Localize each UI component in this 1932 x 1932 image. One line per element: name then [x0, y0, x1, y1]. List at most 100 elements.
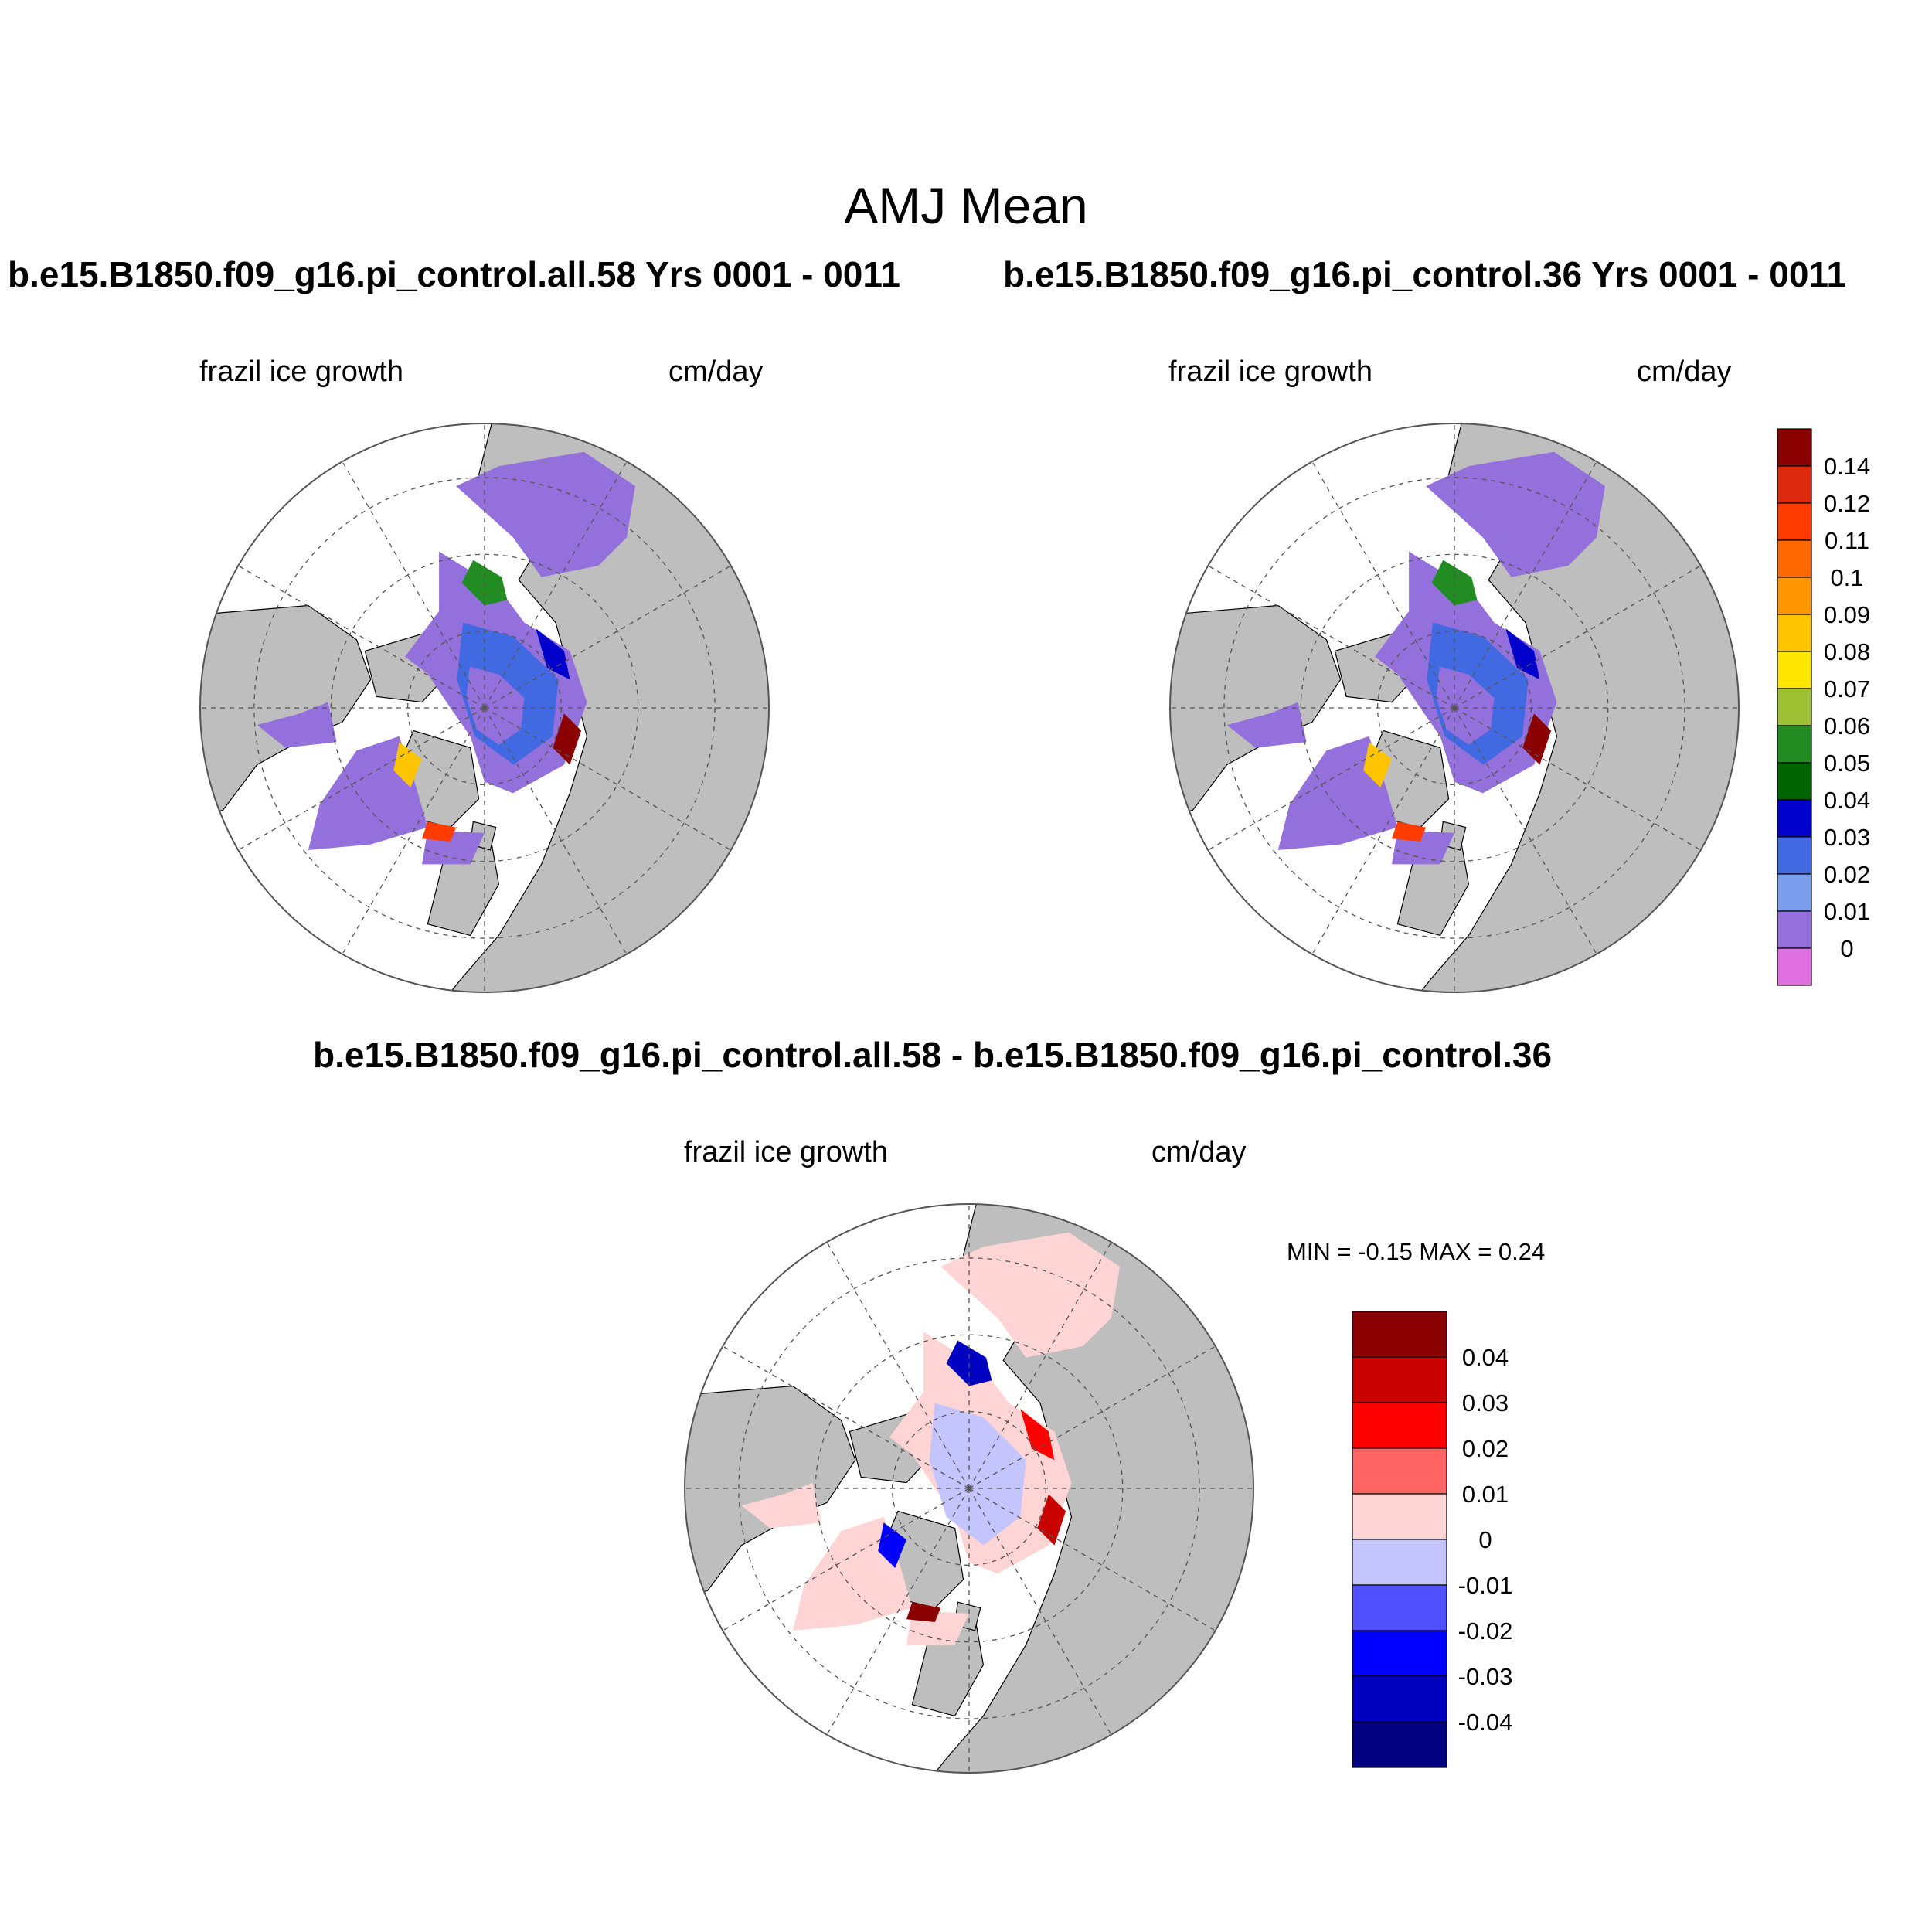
colorbar-box: [1777, 947, 1812, 986]
colorbar-tick-label: 0.05: [1824, 750, 1870, 777]
colorbar-tick-label: 0.03: [1824, 824, 1870, 851]
colorbar-box: [1777, 428, 1812, 467]
field-edge-4: [1363, 742, 1392, 787]
latitude-line: [738, 1257, 1200, 1719]
latitude-line: [1223, 477, 1685, 939]
colorbar-tick-label: 0.04: [1824, 787, 1870, 814]
panel-diff-variable-label: frazil ice growth: [684, 1136, 888, 1168]
colorbar-box: [1777, 688, 1812, 726]
colorbar-tick-label: 0.04: [1462, 1344, 1509, 1371]
longitude-line: [826, 1241, 970, 1489]
colorbar-box: [1352, 1539, 1447, 1586]
panel-diff-map: [684, 1203, 1254, 1774]
colorbar-tick-label: 0.07: [1824, 675, 1870, 702]
longitude-line: [1311, 461, 1455, 709]
field-region-0: [456, 451, 635, 577]
latitude-line: [815, 1334, 1124, 1643]
longitude-line: [1454, 565, 1702, 709]
map-clip-group: [1170, 423, 1739, 992]
colorbar-box: [1777, 614, 1812, 652]
map-clip-group: [200, 423, 769, 992]
longitude-line: [342, 707, 485, 955]
colorbar-box: [1777, 725, 1812, 764]
colorbar-box: [1777, 910, 1812, 949]
field-edge-2: [1037, 1494, 1066, 1546]
map-clip-group: [685, 1204, 1253, 1773]
colorbar-tick-label: -0.01: [1458, 1572, 1513, 1599]
absolute-colorbar: 0.14 0.12 0.11 0.1 0.09 0.08 0.07 0.06 0.05 0.04 0…: [1777, 428, 1870, 986]
longitude-line: [1454, 707, 1702, 851]
panel-a-map: [199, 423, 770, 993]
field-region-2: [257, 702, 337, 748]
longitude-line: [484, 565, 732, 709]
longitude-line: [1454, 461, 1597, 709]
difference-colorbar: 0.04 0.03 0.02 0.01 0 -0.01 -0.02 -0.03 -0.04: [1352, 1311, 1513, 1768]
field-edge-3: [906, 1602, 941, 1622]
longitude-line: [1311, 707, 1455, 955]
longitude-line: [968, 1241, 1112, 1489]
colorbar-tick-label: 0.12: [1824, 490, 1870, 517]
panel-b-units-label: cm/day: [1637, 355, 1732, 388]
panel-a-units-label: cm/day: [668, 355, 764, 388]
colorbar-tick-label: 0.08: [1824, 638, 1870, 665]
longitude-line: [237, 565, 485, 709]
longitude-line: [484, 461, 628, 709]
field-region-0: [1426, 451, 1605, 577]
field-edge-1: [536, 628, 570, 680]
colorbar-box: [1777, 651, 1812, 689]
colorbar-tick-label: 0.01: [1824, 898, 1870, 925]
colorbar-box: [1777, 799, 1812, 838]
colorbar-tick-label: 0.06: [1824, 713, 1870, 740]
field-edge-4: [878, 1522, 906, 1568]
panel-b-map: [1169, 423, 1740, 993]
longitude-line: [237, 707, 485, 851]
panel-diff-title: b.e15.B1850.f09_g16.pi_control.all.58 - …: [313, 1035, 1553, 1075]
field-edge-1: [1020, 1409, 1055, 1461]
colorbar-box: [1352, 1675, 1447, 1723]
field-edge-3: [422, 821, 457, 842]
colorbar-tick-label: -0.02: [1458, 1617, 1513, 1645]
map-boundary: [1169, 423, 1740, 993]
colorbar-tick-label: -0.03: [1458, 1663, 1513, 1690]
latitude-line: [253, 477, 716, 939]
field-region-2: [1226, 702, 1307, 748]
longitude-line: [968, 1345, 1216, 1489]
longitude-line: [722, 1345, 970, 1489]
field-core-inner: [466, 666, 525, 745]
colorbar-tick-label: 0: [1478, 1526, 1492, 1553]
field-edge-2: [1522, 713, 1552, 765]
colorbar-box: [1352, 1402, 1447, 1449]
field-core: [929, 1403, 1026, 1546]
field-region-2: [741, 1482, 821, 1529]
colorbar-box: [1352, 1311, 1447, 1358]
colorbar-tick-label: 0: [1840, 935, 1853, 962]
colorbar-tick-label: 0.11: [1825, 527, 1869, 554]
longitude-line: [484, 707, 628, 955]
colorbar-box: [1777, 577, 1812, 615]
colorbar-box: [1777, 539, 1812, 578]
colorbar-box: [1352, 1721, 1447, 1768]
field-edge-4: [393, 742, 422, 787]
field-edge-3: [1392, 821, 1427, 842]
colorbar-box: [1352, 1584, 1447, 1631]
panel-b-variable-label: frazil ice growth: [1168, 355, 1372, 388]
colorbar-box: [1777, 465, 1812, 504]
longitude-line: [722, 1488, 970, 1631]
longitude-line: [826, 1488, 970, 1736]
colorbar-tick-label: 0.03: [1462, 1389, 1509, 1417]
map-boundary: [199, 423, 770, 993]
colorbar-tick-label: -0.04: [1458, 1709, 1513, 1736]
colorbar-box: [1352, 1493, 1447, 1540]
longitude-line: [968, 1488, 1112, 1736]
colorbar-tick-label: 0.01: [1462, 1481, 1509, 1508]
colorbar-tick-label: 0.09: [1824, 601, 1870, 628]
colorbar-box: [1352, 1356, 1447, 1403]
panel-a-variable-label: frazil ice growth: [199, 355, 403, 388]
panel-a-title: b.e15.B1850.f09_g16.pi_control.all.58 Yr…: [8, 254, 900, 294]
colorbar-box: [1777, 762, 1812, 801]
colorbar-tick-label: 0.1: [1830, 564, 1863, 591]
longitude-line: [968, 1488, 1216, 1631]
longitude-line: [484, 707, 732, 851]
colorbar-box: [1352, 1630, 1447, 1677]
